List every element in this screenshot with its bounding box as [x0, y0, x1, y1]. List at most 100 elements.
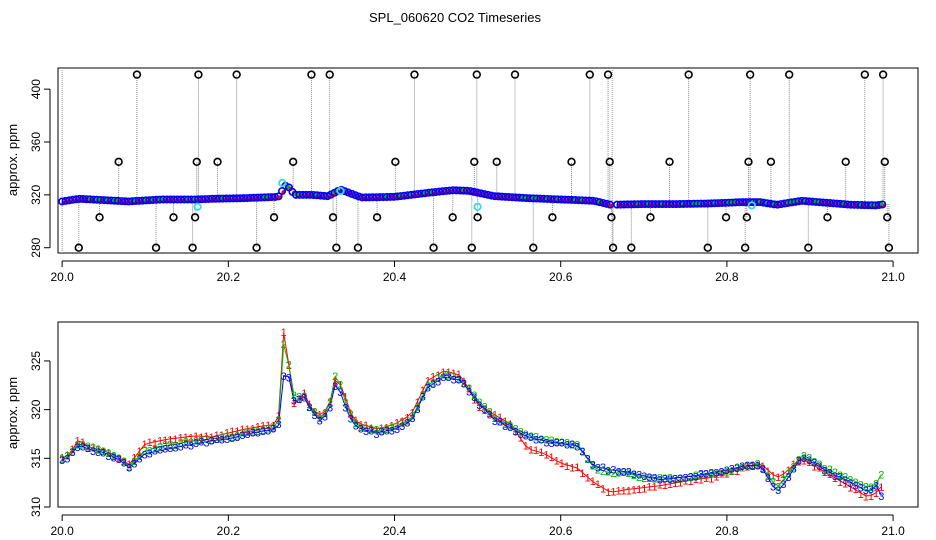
series-3-point: 3: [760, 464, 766, 476]
series-3-point: 3: [312, 410, 318, 422]
series-1-point: 1: [466, 384, 472, 396]
series-1-point: 1: [852, 484, 858, 496]
series-3-point: 3: [719, 467, 725, 479]
series-1-point: 1: [873, 488, 879, 500]
series-2-point: 2: [317, 413, 323, 425]
series-3-point: 3: [569, 439, 575, 451]
series-1-point: 1: [610, 486, 616, 498]
series-3-point: 3: [353, 420, 359, 432]
series-2-point: 2: [615, 468, 621, 480]
series-3-point: 3: [523, 431, 529, 443]
series-3-point: 3: [208, 436, 214, 448]
series-3-point: 3: [75, 442, 81, 454]
series-2-point: 2: [579, 446, 585, 458]
raw-outlier-point: [603, 70, 613, 79]
series-3-point: 3: [610, 465, 616, 477]
flagged-point: [336, 186, 345, 195]
series-3-point: 3: [296, 394, 302, 406]
series-3-point: 3: [64, 453, 70, 465]
raw-outlier-point: [745, 70, 755, 79]
series-2-point: 2: [162, 440, 168, 452]
series-1-point: 1: [451, 368, 457, 380]
series-3-point: 3: [878, 491, 884, 503]
series-1-point: 1: [152, 438, 158, 450]
series-1-point: 1: [167, 435, 173, 447]
series-1-point: 1: [755, 460, 761, 472]
series-3-point: 3: [600, 462, 606, 474]
raw-outlier-point: [95, 213, 104, 222]
series-2-point: 2: [312, 407, 318, 419]
series-3-point: 3: [260, 426, 266, 438]
series-3-point: 3: [342, 403, 348, 415]
series-1-point: 1: [652, 482, 658, 494]
series-1-point: 1: [260, 420, 266, 432]
series-2-point: 2: [719, 467, 725, 479]
series-3-point: 3: [255, 427, 261, 439]
raw-outlier-point: [470, 157, 479, 167]
series-1-point: 1: [95, 444, 101, 456]
y-tick-label: 315: [29, 448, 43, 468]
series-2-point: 2: [605, 467, 611, 479]
raw-outlier-point: [742, 213, 752, 222]
series-2-point: 2: [564, 438, 570, 450]
series-2-point: 2: [827, 464, 833, 476]
series-1-point: 1: [688, 476, 694, 488]
series-1-point: 1: [512, 426, 518, 438]
series-3-point: 3: [399, 421, 405, 433]
series-3-point: 3: [533, 435, 539, 447]
level-3-point: [595, 198, 604, 207]
series-1-point: 1: [255, 422, 261, 434]
series-1-point: 1: [358, 419, 364, 431]
series-1-point: 1: [528, 445, 534, 457]
series-3-point: 3: [585, 454, 591, 466]
series-3-point: 3: [59, 455, 65, 467]
series-3-point: 3: [157, 444, 163, 456]
raw-outlier-point: [151, 243, 161, 252]
series-3-point: 3: [842, 475, 848, 487]
series-2-point: 2: [554, 437, 560, 449]
series-1-point: 1: [172, 434, 178, 446]
series-3-point: 3: [476, 400, 482, 412]
series-1-point: 1: [85, 443, 91, 455]
series-2-point: 2: [301, 391, 307, 403]
x-tick-label: 20.0: [50, 524, 74, 538]
series-3-point: 3: [672, 473, 678, 485]
series-3-point: 3: [435, 377, 441, 389]
flagged-point: [747, 201, 756, 210]
series-1-point: 1: [832, 473, 838, 485]
flagged-point: [278, 178, 287, 188]
series-1-point: 1: [729, 465, 735, 477]
series-2-point: 2: [780, 475, 786, 487]
series-1-point: 1: [569, 462, 575, 474]
series-2-point: 2: [868, 482, 874, 494]
series-1-point: 1: [801, 455, 807, 467]
series-2-point: 2: [698, 470, 704, 482]
x-tick-label: 20.8: [715, 524, 739, 538]
series-1-point: 1: [600, 483, 606, 495]
series-3-point: 3: [662, 474, 668, 486]
series-2-point: 2: [492, 413, 498, 425]
series-1-point: 1: [806, 457, 812, 469]
series-3-point: 3: [590, 459, 596, 471]
series-3-point: 3: [265, 426, 271, 438]
series-2-point: 2: [549, 435, 555, 447]
series-1-point: 1: [100, 446, 106, 458]
raw-outlier-point: [114, 157, 123, 167]
series-1-point: 1: [116, 453, 122, 465]
series-3-point: 3: [430, 379, 436, 391]
series-1-point: 1: [507, 419, 513, 431]
series-3-point: 3: [198, 437, 204, 449]
series-2-point: 2: [265, 424, 271, 436]
series-3-point: 3: [389, 426, 395, 438]
series-2-point: 2: [693, 470, 699, 482]
raw-outlier-point: [194, 70, 203, 79]
series-1-point: 1: [389, 420, 395, 432]
series-2-point: 2: [806, 453, 812, 465]
series-2-point: 2: [415, 402, 421, 414]
series-2-point: 2: [306, 402, 312, 414]
series-2-point: 2: [533, 432, 539, 444]
series-1-point: 1: [471, 394, 477, 406]
series-3-point: 3: [69, 447, 75, 459]
raw-outlier-point: [884, 243, 894, 252]
